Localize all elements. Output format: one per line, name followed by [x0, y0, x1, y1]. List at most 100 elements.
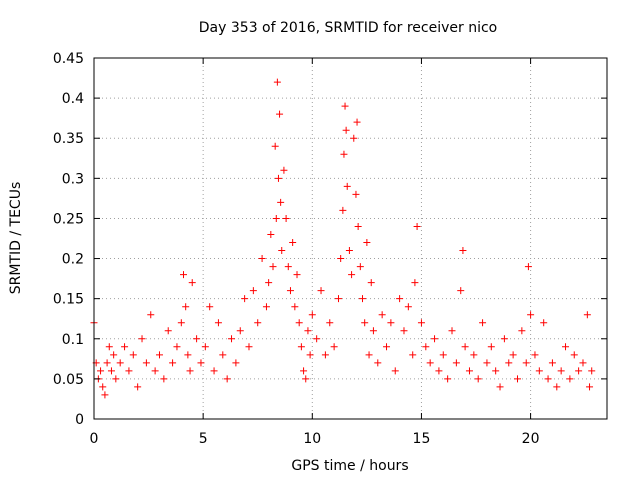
- data-point: [112, 375, 120, 383]
- data-point: [101, 391, 109, 399]
- data-point: [276, 110, 284, 118]
- data-point: [367, 279, 375, 287]
- x-tick-label: 15: [413, 431, 431, 447]
- data-point: [326, 319, 334, 327]
- data-point: [321, 351, 329, 359]
- data-point: [579, 359, 587, 367]
- y-tick-label: 0.05: [53, 372, 84, 388]
- data-point: [214, 319, 222, 327]
- data-point: [387, 319, 395, 327]
- data-point: [513, 375, 521, 383]
- data-point: [544, 375, 552, 383]
- data-point: [400, 327, 408, 335]
- data-point: [304, 327, 312, 335]
- data-point: [103, 359, 111, 367]
- grid-lines: [94, 58, 607, 419]
- data-point: [147, 311, 155, 319]
- y-axis-label: SRMTID / TECUs: [8, 182, 24, 295]
- data-point: [232, 359, 240, 367]
- data-point: [293, 271, 301, 279]
- data-point: [509, 351, 517, 359]
- data-point: [540, 319, 548, 327]
- data-point: [97, 367, 105, 375]
- data-point: [465, 367, 473, 375]
- data-point: [245, 343, 253, 351]
- data-point: [291, 303, 299, 311]
- data-points: [90, 78, 596, 399]
- data-point: [337, 255, 345, 263]
- data-point: [343, 182, 351, 190]
- data-point: [413, 222, 421, 230]
- data-point: [363, 239, 371, 247]
- data-point: [125, 367, 133, 375]
- data-point: [383, 343, 391, 351]
- data-point: [431, 335, 439, 343]
- data-point: [417, 319, 425, 327]
- data-point: [361, 319, 369, 327]
- data-point: [201, 343, 209, 351]
- data-point: [197, 359, 205, 367]
- data-point: [553, 383, 561, 391]
- data-point: [452, 359, 460, 367]
- y-tick-label: 0.15: [53, 292, 84, 308]
- data-point: [284, 263, 292, 271]
- y-tick-label: 0.45: [53, 51, 84, 67]
- x-axis-label: GPS time / hours: [291, 458, 408, 474]
- data-point: [562, 343, 570, 351]
- y-tick-label: 0.35: [53, 131, 84, 147]
- data-point: [588, 367, 596, 375]
- data-point: [352, 190, 360, 198]
- data-point: [348, 271, 356, 279]
- x-axis-ticks: 0 5 10 15 20: [90, 58, 540, 447]
- data-point: [350, 134, 358, 142]
- data-point: [353, 118, 361, 126]
- data-point: [267, 230, 275, 238]
- data-point: [396, 295, 404, 303]
- data-point: [219, 351, 227, 359]
- data-point: [583, 311, 591, 319]
- data-point: [522, 359, 530, 367]
- data-point: [566, 375, 574, 383]
- data-point: [483, 359, 491, 367]
- data-point: [575, 367, 583, 375]
- data-point: [177, 319, 185, 327]
- data-point: [479, 319, 487, 327]
- x-tick-label: 5: [199, 431, 208, 447]
- data-point: [391, 367, 399, 375]
- data-point: [116, 359, 124, 367]
- data-point: [302, 375, 310, 383]
- data-point: [180, 271, 188, 279]
- data-point: [271, 142, 279, 150]
- data-point: [277, 198, 285, 206]
- data-point: [487, 343, 495, 351]
- data-point: [308, 311, 316, 319]
- data-point: [426, 359, 434, 367]
- data-point: [193, 335, 201, 343]
- data-point: [186, 367, 194, 375]
- data-point: [342, 126, 350, 134]
- data-point: [282, 214, 290, 222]
- data-point: [448, 327, 456, 335]
- data-point: [345, 247, 353, 255]
- data-point: [228, 335, 236, 343]
- data-point: [249, 287, 257, 295]
- data-point: [500, 335, 508, 343]
- data-point: [188, 279, 196, 287]
- data-point: [300, 367, 308, 375]
- chart-title: Day 353 of 2016, SRMTID for receiver nic…: [199, 20, 497, 36]
- data-point: [369, 327, 377, 335]
- data-point: [286, 287, 294, 295]
- data-point: [182, 303, 190, 311]
- data-point: [435, 367, 443, 375]
- data-point: [459, 247, 467, 255]
- data-point: [527, 311, 535, 319]
- data-point: [274, 174, 282, 182]
- x-tick-label: 0: [90, 431, 99, 447]
- data-point: [411, 279, 419, 287]
- data-point: [241, 295, 249, 303]
- data-point: [531, 351, 539, 359]
- x-tick-label: 20: [522, 431, 540, 447]
- data-point: [99, 383, 107, 391]
- data-point: [297, 343, 305, 351]
